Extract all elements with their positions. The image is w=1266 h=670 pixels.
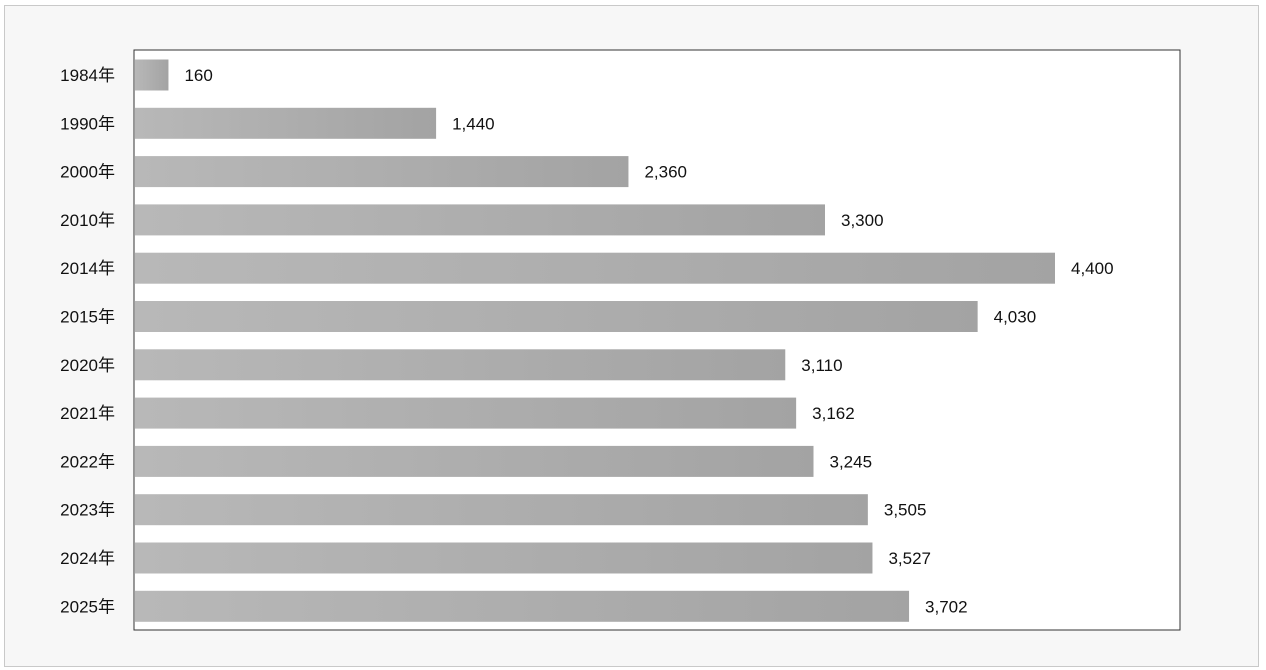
bar-11 xyxy=(135,590,910,622)
category-tick-label: 2010年 xyxy=(60,211,115,230)
category-tick-label: 2024年 xyxy=(60,549,115,568)
category-tick-label: 2025年 xyxy=(60,597,115,616)
bar-value-label: 3,505 xyxy=(884,501,927,520)
bar-value-label: 3,162 xyxy=(812,404,855,423)
bar-9 xyxy=(135,494,868,526)
bar-6 xyxy=(135,349,786,381)
category-tick-label: 2000年 xyxy=(60,163,115,182)
bar-4 xyxy=(135,252,1055,284)
bar-5 xyxy=(135,301,978,332)
bar-8 xyxy=(135,445,814,477)
bars-group xyxy=(135,59,1055,622)
category-tick-label: 2023年 xyxy=(60,501,115,520)
category-tick-label: 1990年 xyxy=(60,114,115,133)
bar-3 xyxy=(135,204,825,236)
bar-value-label: 3,110 xyxy=(801,356,842,375)
bar-value-label: 1,440 xyxy=(452,114,495,133)
bar-1 xyxy=(135,107,437,139)
bar-10 xyxy=(135,542,873,574)
bar-value-label: 3,527 xyxy=(888,549,931,568)
plot-area xyxy=(133,49,1181,631)
bar-7 xyxy=(135,397,797,429)
category-tick-label: 2014年 xyxy=(60,259,115,278)
bar-value-labels: 160 1,440 2,360 3,300 4,400 4,030 3,110 3,162 3,… xyxy=(184,66,1113,616)
bar-value-label: 4,400 xyxy=(1071,259,1114,278)
category-tick-labels: 1984年 1990年 2000年 2010年 2014年 2015年 2020年 2021年… xyxy=(60,66,115,616)
bar-value-label: 3,702 xyxy=(925,597,968,616)
bar-value-label: 3,245 xyxy=(830,452,873,471)
category-tick-label: 2022年 xyxy=(60,452,115,471)
category-tick-label: 2020年 xyxy=(60,356,115,375)
bar-value-label: 3,300 xyxy=(841,211,884,230)
category-tick-label: 2021年 xyxy=(60,404,115,423)
bar-2 xyxy=(135,156,629,188)
category-tick-label: 1984年 xyxy=(60,66,115,85)
bar-0 xyxy=(135,59,169,91)
bar-value-label: 4,030 xyxy=(994,308,1037,327)
bar-value-label: 160 xyxy=(184,66,212,85)
bar-value-label: 2,360 xyxy=(644,163,687,182)
category-tick-label: 2015年 xyxy=(60,308,115,327)
